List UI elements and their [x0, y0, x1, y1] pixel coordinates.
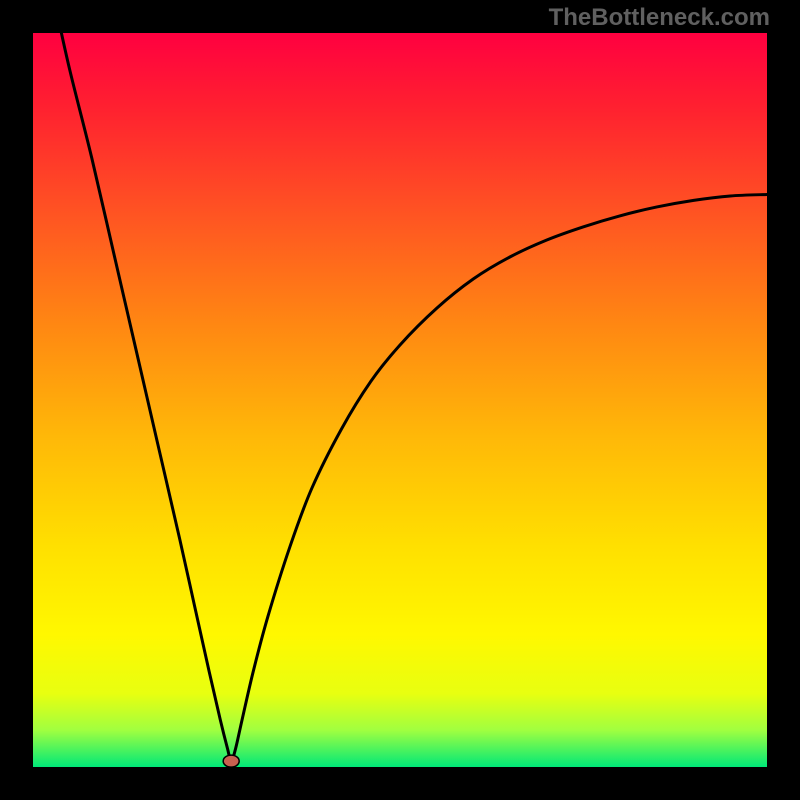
figure-container: TheBottleneck.com [0, 0, 800, 800]
plot-svg [33, 33, 767, 767]
watermark-text: TheBottleneck.com [549, 4, 770, 32]
gradient-background [33, 33, 767, 767]
minimum-marker [223, 755, 239, 767]
plot-area [33, 33, 767, 767]
